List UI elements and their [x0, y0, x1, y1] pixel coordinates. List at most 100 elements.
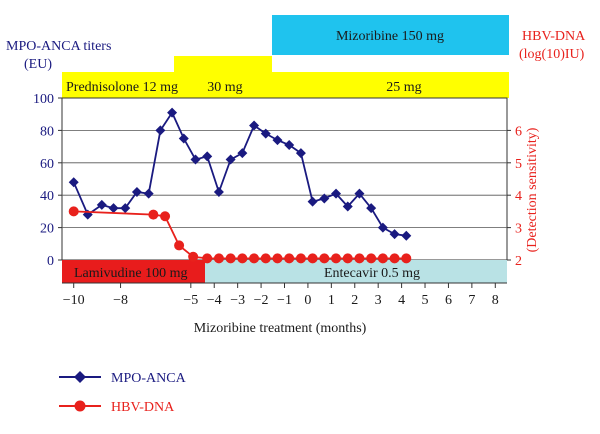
data-point	[249, 253, 260, 264]
data-point	[213, 186, 224, 197]
data-point	[342, 253, 353, 264]
data-point	[174, 240, 185, 251]
series-mpo-anca	[68, 107, 412, 241]
data-point	[401, 253, 412, 264]
data-point	[401, 230, 412, 241]
x-tick-label: 0	[304, 293, 311, 308]
data-point	[331, 188, 342, 199]
right-tick-label: 3	[515, 222, 522, 237]
x-tick-label: −1	[277, 293, 292, 308]
data-point	[202, 253, 213, 264]
x-tick-label: 5	[422, 293, 429, 308]
legend: MPO-ANCA HBV-DNA	[59, 371, 187, 415]
data-point	[237, 148, 248, 159]
data-point	[284, 139, 295, 150]
data-point	[167, 107, 178, 118]
x-tick-label: 7	[468, 293, 475, 308]
data-point	[354, 188, 365, 199]
data-point	[295, 148, 306, 159]
left-tick-label: 100	[33, 92, 54, 107]
data-point	[237, 253, 248, 264]
data-point	[143, 188, 154, 199]
prednisolone-band-30mg	[174, 56, 272, 98]
mizoribine-band-label: Mizoribine 150 mg	[336, 29, 444, 44]
x-tick-label: 3	[375, 293, 382, 308]
right-tick-label: 2	[515, 254, 522, 269]
data-point	[260, 253, 271, 264]
entecavir-band-label: Entecavir 0.5 mg	[324, 266, 420, 281]
series-line	[72, 110, 407, 237]
data-point	[389, 229, 400, 240]
data-point	[366, 253, 377, 264]
series-line	[73, 210, 407, 260]
legend-item-mpo-anca: MPO-ANCA	[59, 371, 187, 386]
series-hbv-dna	[68, 206, 412, 264]
mizoribine-band	[272, 15, 509, 55]
left-tick-label: 60	[40, 157, 54, 172]
data-point	[148, 209, 159, 220]
right-axis: 2 3 4 5 6	[507, 124, 522, 269]
x-axis: −10 −8 −5 −4 −3 −2 −1 0 1 2 3 4 5 6 7 8	[63, 283, 499, 308]
prednisolone-12-label: Prednisolone 12 mg	[66, 80, 178, 95]
data-point	[389, 253, 400, 264]
data-point	[225, 253, 236, 264]
data-point	[342, 201, 353, 212]
x-tick-label: −8	[113, 293, 128, 308]
data-point	[307, 196, 318, 207]
x-tick-label: −2	[254, 293, 269, 308]
x-tick-label: 4	[398, 293, 405, 308]
data-point	[178, 133, 189, 144]
data-point	[188, 251, 199, 262]
right-axis-title-line-2: (log(10)IU)	[519, 47, 585, 62]
left-tick-label: 40	[40, 189, 54, 204]
data-point	[377, 253, 388, 264]
data-point	[120, 203, 131, 214]
right-tick-label: 5	[515, 157, 522, 172]
data-point	[284, 253, 295, 264]
lamivudine-band-label: Lamivudine 100 mg	[74, 266, 188, 281]
data-point	[131, 186, 142, 197]
x-tick-label: −5	[183, 293, 198, 308]
plot-area	[61, 97, 508, 261]
prednisolone-30-label: 30 mg	[207, 80, 242, 95]
data-point	[272, 253, 283, 264]
right-axis-title-line-1: HBV-DNA	[522, 29, 586, 44]
x-tick-label: 1	[328, 293, 335, 308]
legend-label-hbv-dna: HBV-DNA	[111, 400, 175, 415]
left-tick-label: 80	[40, 124, 54, 139]
left-tick-label: 20	[40, 222, 54, 237]
right-tick-label: 6	[515, 124, 522, 139]
x-tick-label: 6	[445, 293, 452, 308]
data-point	[225, 154, 236, 165]
x-tick-label: 2	[351, 293, 358, 308]
data-point	[96, 199, 107, 210]
x-tick-label: −3	[230, 293, 245, 308]
series-layer	[68, 107, 412, 264]
data-point	[260, 128, 271, 139]
x-tick-label: −10	[63, 293, 85, 308]
legend-label-mpo-anca: MPO-ANCA	[111, 371, 187, 386]
data-point	[213, 253, 224, 264]
data-point	[295, 253, 306, 264]
prednisolone-band-25mg	[272, 72, 509, 98]
x-tick-label: 8	[492, 293, 499, 308]
entecavir-band	[205, 260, 507, 283]
data-point	[377, 222, 388, 233]
data-point	[68, 177, 79, 188]
prednisolone-band-12mg	[62, 72, 174, 98]
x-tick-label: −4	[207, 293, 222, 308]
right-axis-note: (Detection sensitivity)	[525, 127, 540, 252]
right-tick-label: 4	[515, 189, 522, 204]
left-tick-label: 0	[47, 254, 54, 269]
data-point	[68, 206, 79, 217]
data-point	[331, 253, 342, 264]
x-axis-title: Mizoribine treatment (months)	[194, 321, 367, 336]
data-point	[272, 135, 283, 146]
data-point	[155, 125, 166, 136]
data-point	[190, 154, 201, 165]
data-point	[354, 253, 365, 264]
data-point	[249, 120, 260, 131]
left-axis-title-line-2: (EU)	[24, 57, 52, 72]
data-point	[307, 253, 318, 264]
